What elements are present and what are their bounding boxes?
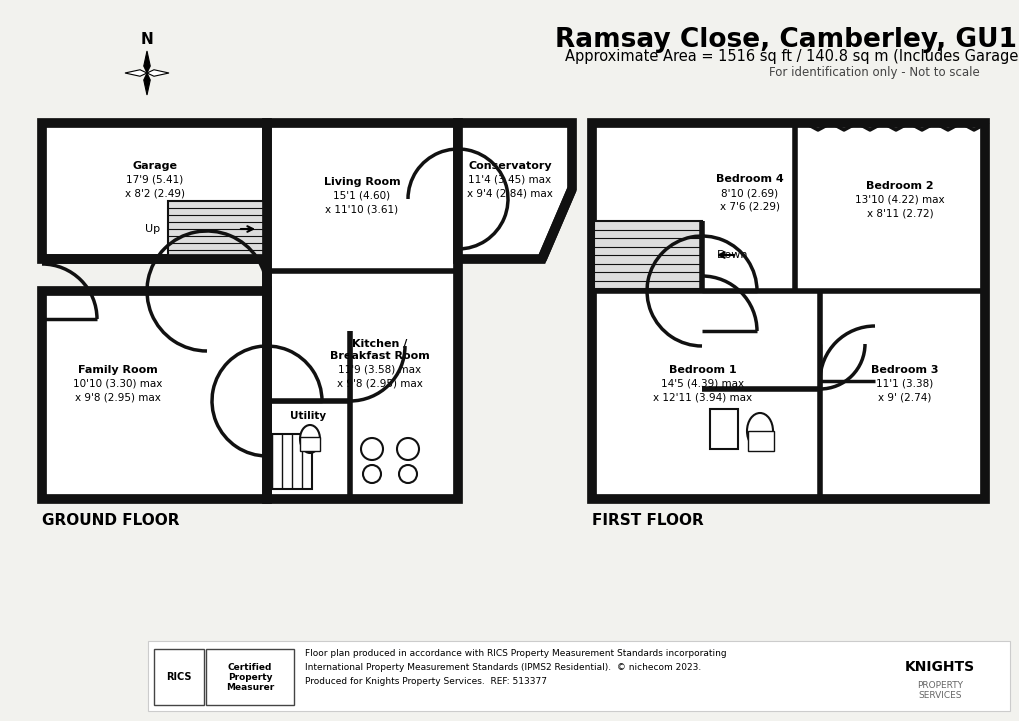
Ellipse shape <box>746 413 772 449</box>
Bar <box>154 649 204 705</box>
Text: N: N <box>141 32 153 47</box>
Text: 15'1 (4.60)
x 11'10 (3.61): 15'1 (4.60) x 11'10 (3.61) <box>325 191 398 215</box>
Text: Bedroom 4: Bedroom 4 <box>715 174 784 184</box>
Text: Floor plan produced in accordance with RICS Property Measurement Standards incor: Floor plan produced in accordance with R… <box>305 649 726 686</box>
Bar <box>42 123 267 259</box>
Bar <box>267 123 458 499</box>
Text: 11'4 (3.45) max
x 9'4 (2.84) max: 11'4 (3.45) max x 9'4 (2.84) max <box>467 175 552 198</box>
Text: 8'10 (2.69)
x 7'6 (2.29): 8'10 (2.69) x 7'6 (2.29) <box>719 188 780 211</box>
Text: Utility: Utility <box>289 411 326 421</box>
Text: PROPERTY: PROPERTY <box>916 681 962 689</box>
Bar <box>42 291 267 499</box>
Bar <box>591 123 984 499</box>
Text: GROUND FLOOR: GROUND FLOOR <box>42 513 179 528</box>
Bar <box>593 221 701 289</box>
Text: Approximate Area = 1516 sq ft / 140.8 sq m (Includes Garage): Approximate Area = 1516 sq ft / 140.8 sq… <box>565 49 1019 64</box>
Text: Ramsay Close, Camberley, GU15: Ramsay Close, Camberley, GU15 <box>554 27 1019 53</box>
Text: 10'10 (3.30) max
x 9'8 (2.95) max: 10'10 (3.30) max x 9'8 (2.95) max <box>73 379 162 402</box>
Text: Measurer: Measurer <box>225 683 274 691</box>
Text: Certified: Certified <box>227 663 272 671</box>
Text: 11'9 (3.58) max
x 9'8 (2.95) max: 11'9 (3.58) max x 9'8 (2.95) max <box>336 365 423 389</box>
Polygon shape <box>144 51 150 73</box>
Text: KNIGHTS: KNIGHTS <box>904 660 974 674</box>
Bar <box>709 409 738 449</box>
Text: 11'1 (3.38)
x 9' (2.74): 11'1 (3.38) x 9' (2.74) <box>875 379 932 402</box>
Text: Down: Down <box>716 250 748 260</box>
Ellipse shape <box>300 425 320 453</box>
Text: Up: Up <box>145 224 160 234</box>
Text: Bedroom 1: Bedroom 1 <box>668 365 736 375</box>
Text: Family Room: Family Room <box>78 365 158 375</box>
Text: 17'9 (5.41)
x 8'2 (2.49): 17'9 (5.41) x 8'2 (2.49) <box>125 175 184 198</box>
Polygon shape <box>458 123 572 259</box>
Polygon shape <box>147 70 169 76</box>
Text: Conservatory: Conservatory <box>468 161 551 171</box>
Text: FIRST FLOOR: FIRST FLOOR <box>591 513 703 528</box>
Text: For identification only - Not to scale: For identification only - Not to scale <box>768 66 979 79</box>
Text: RICS: RICS <box>166 672 192 682</box>
Text: Bedroom 3: Bedroom 3 <box>870 365 937 375</box>
Polygon shape <box>125 70 147 76</box>
Text: Property: Property <box>227 673 272 681</box>
Bar <box>300 437 320 451</box>
Bar <box>168 201 266 257</box>
Text: Living Room: Living Room <box>323 177 399 187</box>
Text: Bedroom 2: Bedroom 2 <box>865 181 933 191</box>
Text: SERVICES: SERVICES <box>917 691 961 699</box>
Text: Kitchen /
Breakfast Room: Kitchen / Breakfast Room <box>330 340 429 361</box>
Text: 14'5 (4.39) max
x 12'11 (3.94) max: 14'5 (4.39) max x 12'11 (3.94) max <box>653 379 752 402</box>
Bar <box>206 649 293 705</box>
Bar <box>272 434 312 489</box>
Text: 13'10 (4.22) max
x 8'11 (2.72): 13'10 (4.22) max x 8'11 (2.72) <box>854 195 944 218</box>
Bar <box>148 641 1009 711</box>
Polygon shape <box>144 73 150 95</box>
Bar <box>747 431 773 451</box>
Text: Garage: Garage <box>132 161 177 171</box>
